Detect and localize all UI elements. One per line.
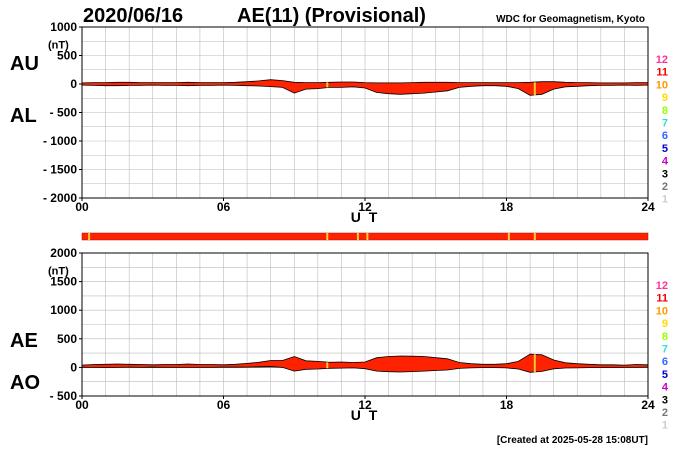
ae-ao-legend-item: 5	[662, 369, 668, 381]
au-al-legend-item: 12	[656, 54, 668, 66]
au-al-y-ticks: 1000 500 0 - 500 - 1000 - 1500 - 2000	[43, 20, 82, 205]
strip-bar	[81, 232, 649, 241]
ae-ao-x-tick-label: 00	[75, 398, 89, 412]
ae-ao-x-tick-label: 24	[641, 398, 655, 412]
au-al-highlight-band	[326, 82, 329, 88]
ae-ao-grid	[82, 253, 648, 396]
au-al-legend-item: 1	[662, 194, 668, 206]
ae-ao-x-axis-label: U T	[351, 407, 380, 423]
ae-ao-y-tick-label: 2000	[50, 246, 77, 260]
ae-ao-unit-label: (nT)	[48, 266, 69, 278]
strip-highlight-band	[88, 233, 91, 240]
chart-source: WDC for Geomagnetism, Kyoto	[496, 14, 645, 25]
au-al-x-ticks: 00 06 12 18 24	[75, 198, 655, 214]
ae-ao-highlight-band	[326, 362, 329, 369]
au-al-legend-item: 11	[656, 67, 668, 79]
au-al-unit-label: (nT)	[48, 40, 69, 52]
au-al-legend-item: 9	[662, 92, 668, 104]
ae-label: AE	[10, 330, 38, 352]
ae-ao-y-ticks: 2000 1500 1000 500 0 - 500	[50, 246, 82, 403]
au-al-y-tick-label: 500	[57, 49, 77, 63]
au-al-y-tick-label: - 500	[50, 106, 78, 120]
ae-ao-frame	[81, 252, 649, 397]
ae-ao-legend-item: 10	[656, 305, 668, 317]
strip-highlight-band	[356, 233, 359, 240]
station-count-strip	[81, 232, 649, 241]
au-al-legend-item: 10	[656, 79, 668, 91]
au-al-grid	[82, 27, 648, 198]
ae-ao-x-ticks: 00 06 12 18 24	[75, 396, 655, 412]
strip-highlight-band	[326, 233, 329, 240]
ae-ao-y-tick-label: 500	[57, 332, 77, 346]
au-al-x-tick-label: 18	[500, 200, 514, 214]
ae-ao-legend-item: 2	[662, 407, 668, 419]
ao-label: AO	[10, 372, 40, 394]
au-al-x-tick-label: 12	[358, 200, 372, 214]
strip-highlight-band	[507, 233, 510, 240]
strip-highlight-band	[366, 233, 369, 240]
au-al-legend-item: 5	[662, 143, 668, 155]
au-al-legend-item: 6	[662, 130, 668, 142]
ae-ao-x-tick-label: 18	[500, 398, 514, 412]
au-al-y-tick-label: 0	[70, 77, 77, 91]
au-al-frame	[81, 26, 649, 199]
strip-highlight-band	[533, 233, 536, 240]
au-al-legend-item: 3	[662, 168, 668, 180]
au-al-highlight-band	[533, 82, 536, 96]
ae-ao-y-tick-label: 1000	[50, 303, 77, 317]
au-al-legend-item: 8	[662, 105, 668, 117]
ae-ao-legend-item: 6	[662, 356, 668, 368]
chart-title: AE(11) (Provisional)	[237, 5, 426, 27]
au-al-x-tick-label: 00	[75, 200, 89, 214]
chart-date: 2020/06/16	[83, 5, 183, 27]
au-al-y-tick-label: - 1500	[43, 163, 77, 177]
ae-ao-legend-item: 3	[662, 394, 668, 406]
ae-ao-x-tick-label: 06	[217, 398, 231, 412]
au-al-x-axis-label: U T	[351, 209, 380, 225]
ae-ao-legend-item: 7	[662, 344, 668, 356]
au-al-x-tick-label: 24	[641, 200, 655, 214]
au-al-y-tick-label: 1000	[50, 20, 77, 34]
au-al-x-tick-label: 06	[217, 200, 231, 214]
al-label: AL	[10, 105, 37, 127]
au-al-legend-item: 7	[662, 118, 668, 130]
ae-ao-legend-item: 12	[656, 280, 668, 292]
ae-ao-legend-item: 8	[662, 331, 668, 343]
ae-ao-legend-item: 9	[662, 318, 668, 330]
ae-ao-legend-item: 1	[662, 420, 668, 432]
ae-ao-highlight-band	[533, 354, 536, 373]
ae-ao-y-tick-label: - 500	[50, 389, 78, 403]
ae-ao-x-tick-label: 12	[358, 398, 372, 412]
au-al-legend-item: 2	[662, 181, 668, 193]
ae-ao-y-tick-label: 1500	[50, 275, 77, 289]
ae-ao-y-tick-label: 0	[70, 360, 77, 374]
au-label: AU	[10, 53, 39, 75]
au-al-y-tick-label: - 1000	[43, 134, 77, 148]
ae-ao-legend-item: 11	[656, 293, 668, 305]
au-al-y-tick-label: - 2000	[43, 191, 77, 205]
au-al-legend-item: 4	[662, 156, 669, 168]
ae-ao-legend-item: 4	[662, 382, 669, 394]
created-timestamp: [Created at 2025-05-28 15:08UT]	[497, 435, 648, 446]
